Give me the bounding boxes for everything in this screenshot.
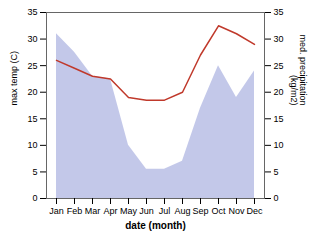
svg-text:Jul: Jul (159, 206, 171, 216)
svg-text:10: 10 (27, 140, 37, 150)
svg-text:30: 30 (274, 34, 284, 44)
svg-text:30: 30 (27, 34, 37, 44)
svg-text:date (month): date (month) (125, 220, 186, 231)
svg-text:0: 0 (32, 193, 37, 203)
svg-text:20: 20 (274, 87, 284, 97)
svg-text:Dec: Dec (246, 206, 263, 216)
svg-text:Feb: Feb (67, 206, 83, 216)
svg-text:15: 15 (274, 114, 284, 124)
svg-text:15: 15 (27, 114, 37, 124)
svg-text:25: 25 (27, 61, 37, 71)
svg-text:5: 5 (274, 167, 279, 177)
svg-text:35: 35 (274, 7, 284, 17)
svg-text:Apr: Apr (103, 206, 117, 216)
svg-text:Oct: Oct (211, 206, 226, 216)
svg-text:Mar: Mar (85, 206, 101, 216)
svg-text:35: 35 (27, 7, 37, 17)
svg-text:Jun: Jun (139, 206, 154, 216)
svg-text:May: May (120, 206, 138, 216)
svg-text:Nov: Nov (228, 206, 245, 216)
svg-text:max temp (C): max temp (C) (9, 51, 19, 106)
svg-text:Sep: Sep (192, 206, 208, 216)
svg-text:0: 0 (274, 193, 279, 203)
svg-text:Aug: Aug (174, 206, 190, 216)
svg-text:20: 20 (27, 87, 37, 97)
svg-text:25: 25 (274, 61, 284, 71)
svg-text:Jan: Jan (49, 206, 64, 216)
svg-text:med. precipitation(kg/m2): med. precipitation(kg/m2) (289, 34, 308, 105)
svg-text:5: 5 (32, 167, 37, 177)
svg-text:10: 10 (274, 140, 284, 150)
